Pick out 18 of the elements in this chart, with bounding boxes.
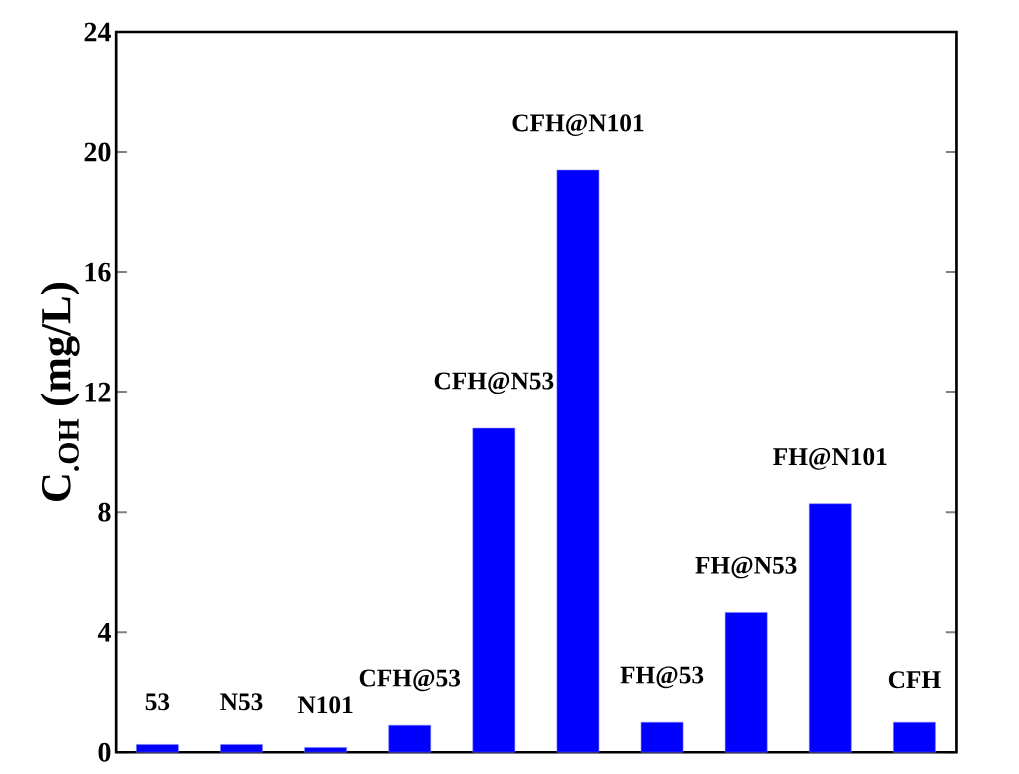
x-tick-label: CFH@53 bbox=[359, 669, 461, 692]
x-tick-label: CFH bbox=[888, 671, 941, 689]
x-tick-label: N53 bbox=[220, 693, 263, 711]
x-tick-label: CFH@N53 bbox=[434, 372, 554, 395]
x-tick-label: FH@N101 bbox=[773, 448, 887, 470]
y-tick-label: 16 bbox=[85, 262, 111, 282]
y-axis-title: C$_{.OH}$ (mg/L) bbox=[40, 283, 80, 502]
y-tick-label: 24 bbox=[84, 22, 111, 42]
x-tick-label: FH@53 bbox=[620, 666, 704, 689]
x-tick-label: FH@N53 bbox=[695, 556, 797, 579]
y-tick-label: 20 bbox=[84, 142, 111, 162]
y-tick-label: 8 bbox=[98, 502, 111, 522]
y-tick-label: 0 bbox=[98, 743, 111, 762]
x-tick-label: CFH@N101 bbox=[512, 114, 644, 137]
y-tick-label: 4 bbox=[97, 623, 111, 642]
y-tick-label: 12 bbox=[85, 383, 111, 402]
x-tick-label: 53 bbox=[145, 693, 170, 711]
x-tick-label: N101 bbox=[297, 696, 353, 714]
